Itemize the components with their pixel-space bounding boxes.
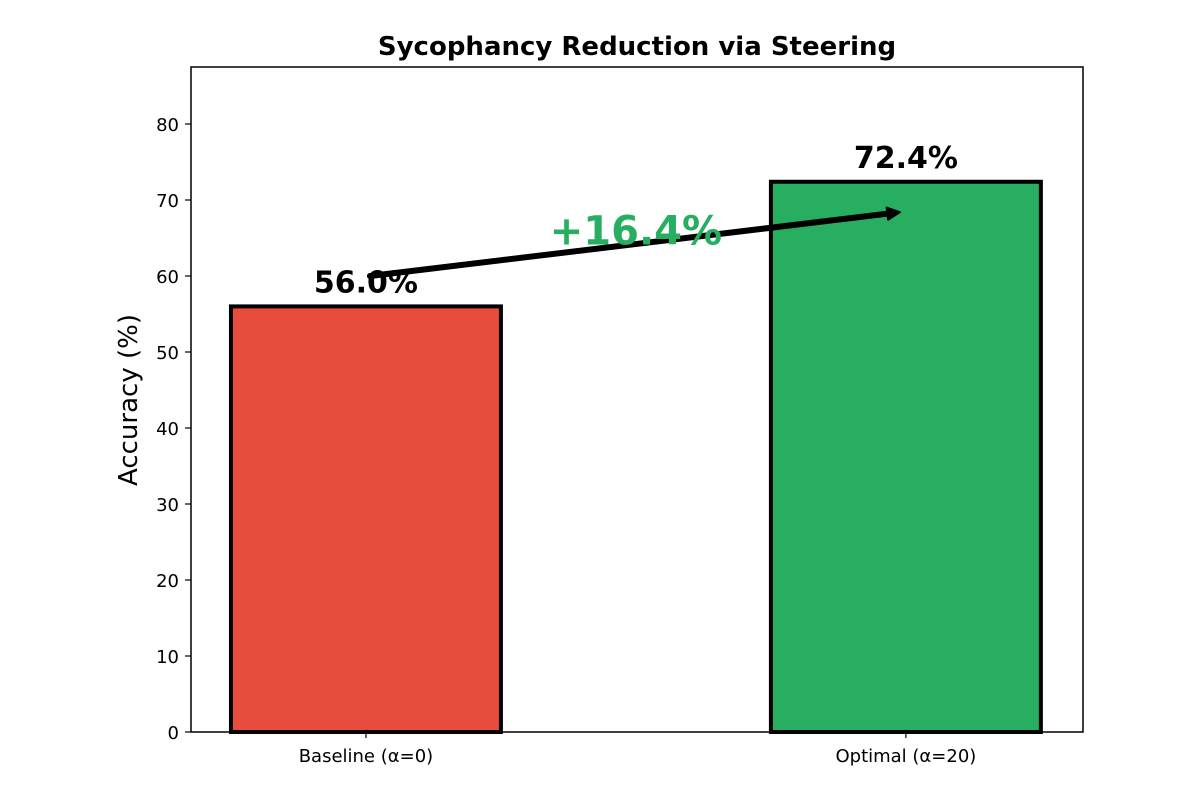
- x-tick-label: Optimal (α=20): [835, 746, 976, 767]
- y-tick-label: 10: [156, 647, 179, 668]
- improvement-label: +16.4%: [550, 208, 722, 254]
- y-axis-label: Accuracy (%): [114, 314, 144, 486]
- y-tick-label: 50: [156, 343, 179, 364]
- y-tick-label: 40: [156, 419, 179, 440]
- y-tick-label: 30: [156, 495, 179, 516]
- chart-title: Sycophancy Reduction via Steering: [378, 32, 896, 62]
- arrow-head: [885, 206, 901, 221]
- y-tick-label: 60: [156, 267, 179, 288]
- improvement-arrow: [366, 210, 895, 279]
- y-tick-label: 70: [156, 191, 179, 212]
- plot-frame: [190, 66, 1084, 733]
- bar-0: [228, 304, 503, 734]
- bar-value-label: 72.4%: [854, 141, 958, 176]
- y-tick-label: 80: [156, 115, 179, 136]
- bar-1: [768, 179, 1043, 734]
- y-tick-label: 20: [156, 571, 179, 592]
- y-tick-label: 0: [168, 723, 179, 744]
- x-tick-label: Baseline (α=0): [299, 746, 433, 767]
